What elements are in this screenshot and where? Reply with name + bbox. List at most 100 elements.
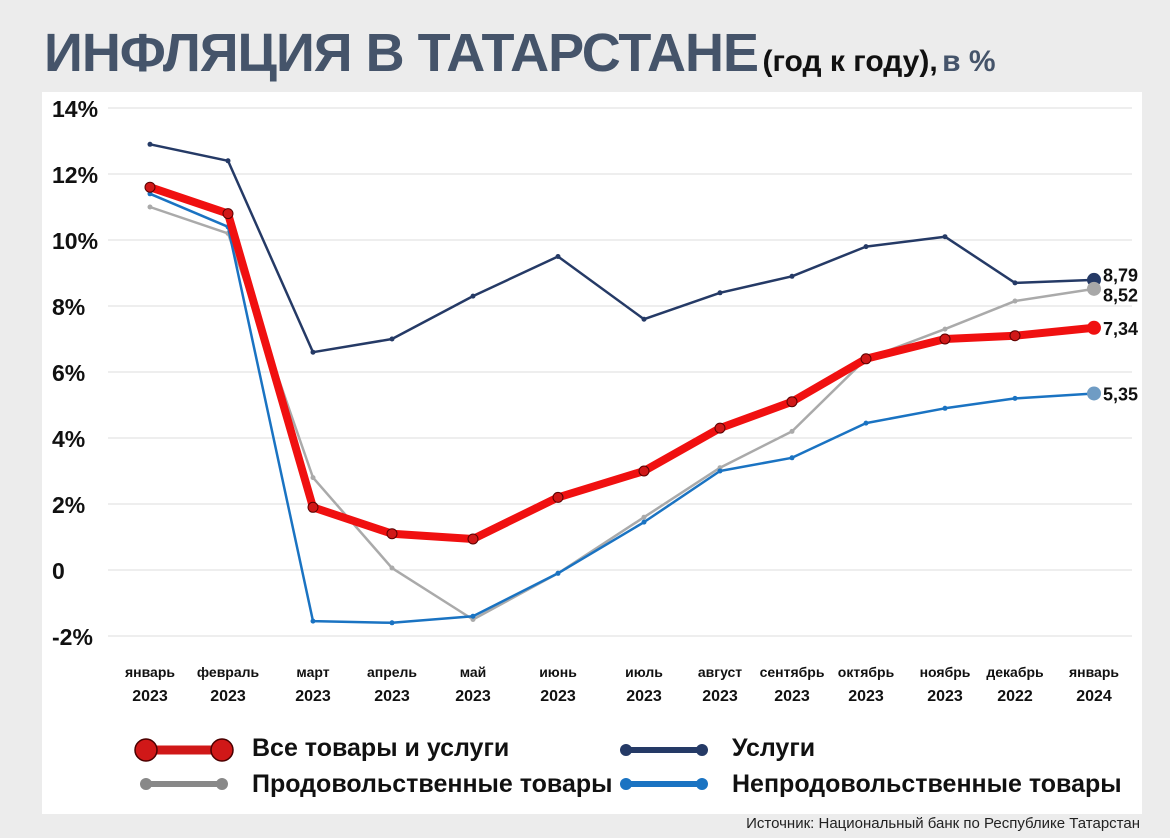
end-point-marker xyxy=(1087,386,1101,401)
x-tick-year: 2023 xyxy=(927,688,963,705)
data-point xyxy=(555,570,561,576)
data-point xyxy=(389,565,395,571)
series-line-0 xyxy=(149,143,1095,354)
data-point xyxy=(389,336,395,342)
y-tick-label: 12% xyxy=(52,162,98,188)
y-tick-label: -2% xyxy=(52,624,93,650)
x-tick-month: апрель xyxy=(367,664,417,680)
x-tick-year: 2023 xyxy=(210,688,246,705)
x-tick-month: декабрь xyxy=(986,664,1044,680)
legend-swatch-marker xyxy=(216,778,228,790)
end-point-marker xyxy=(1087,320,1101,335)
x-tick-month: сентябрь xyxy=(760,664,825,680)
data-point xyxy=(147,141,153,147)
x-tick-year: 2023 xyxy=(540,688,576,705)
y-tick-label: 0 xyxy=(52,558,65,584)
data-point xyxy=(863,244,869,250)
data-point xyxy=(789,428,795,434)
data-point xyxy=(714,422,726,434)
data-point xyxy=(1012,298,1018,304)
end-value-label: 5,35 xyxy=(1103,384,1138,404)
title-unit: в % xyxy=(942,45,996,78)
y-tick-label: 14% xyxy=(52,96,98,122)
x-tick-month: май xyxy=(460,664,487,680)
data-point xyxy=(863,420,869,426)
data-point xyxy=(144,181,156,193)
x-tick-month: март xyxy=(296,664,329,680)
legend-swatch-marker xyxy=(140,778,152,790)
data-point xyxy=(717,468,723,474)
data-point xyxy=(310,349,316,355)
legend-swatch-marker xyxy=(620,744,632,756)
end-value-label: 8,52 xyxy=(1103,285,1138,305)
data-point xyxy=(638,465,650,477)
data-point xyxy=(942,405,948,411)
y-tick-label: 10% xyxy=(52,228,98,254)
data-point xyxy=(147,204,153,210)
data-point xyxy=(939,333,951,345)
legend-label-nonfood: Непродовольственные товары xyxy=(732,770,1122,798)
data-point xyxy=(942,326,948,332)
data-point xyxy=(310,475,316,481)
legend-swatch-marker xyxy=(696,778,708,790)
data-point xyxy=(717,290,723,296)
data-point xyxy=(641,519,647,525)
x-tick-year: 2023 xyxy=(702,688,738,705)
title-sub: (год к году), xyxy=(762,45,938,78)
x-tick-year: 2023 xyxy=(374,688,410,705)
data-point xyxy=(470,613,476,619)
legend-label-services: Услуги xyxy=(732,734,816,762)
data-point xyxy=(467,533,479,545)
data-point xyxy=(307,501,319,513)
series-line-2 xyxy=(149,192,1095,625)
legend-swatch-marker xyxy=(620,778,632,790)
x-tick-month: июнь xyxy=(539,664,577,680)
data-point xyxy=(786,396,798,408)
legend-swatch-marker xyxy=(134,738,158,762)
data-point xyxy=(789,273,795,279)
series-line-1 xyxy=(149,205,1095,621)
x-tick-month: январь xyxy=(1069,664,1119,680)
y-tick-label: 2% xyxy=(52,492,85,518)
data-point xyxy=(641,514,647,520)
data-point xyxy=(555,254,561,259)
data-point xyxy=(310,618,316,624)
x-tick-year: 2023 xyxy=(848,688,884,705)
x-tick-year: 2023 xyxy=(295,688,331,705)
data-point xyxy=(789,455,795,461)
x-tick-month: февраль xyxy=(197,664,260,680)
data-point xyxy=(860,353,872,365)
data-point xyxy=(1012,280,1018,286)
y-tick-label: 4% xyxy=(52,426,85,452)
source-note: Источник: Национальный банк по Республик… xyxy=(746,815,1140,832)
legend-swatch-marker xyxy=(696,744,708,756)
legend-label-food: Продовольственные товары xyxy=(252,770,613,798)
x-tick-year: 2022 xyxy=(997,688,1033,705)
legend-label-all: Все товары и услуги xyxy=(252,734,510,762)
x-tick-year: 2023 xyxy=(132,688,168,705)
data-point xyxy=(222,208,234,220)
end-point-marker xyxy=(1087,281,1101,296)
data-point xyxy=(1012,395,1018,401)
legend-swatch-marker xyxy=(210,738,234,762)
y-tick-label: 6% xyxy=(52,360,85,386)
x-tick-year: 2023 xyxy=(626,688,662,705)
x-tick-month: октябрь xyxy=(838,664,895,680)
data-point xyxy=(225,158,231,164)
x-tick-year: 2023 xyxy=(774,688,810,705)
data-point xyxy=(386,528,398,540)
x-tick-year: 2023 xyxy=(455,688,491,705)
end-value-label: 8,79 xyxy=(1103,265,1138,285)
title-main: ИНФЛЯЦИЯ В ТАТАРСТАНЕ xyxy=(44,23,759,83)
data-point xyxy=(1009,330,1021,342)
x-tick-month: январь xyxy=(125,664,175,680)
data-point xyxy=(942,234,948,240)
x-tick-month: июль xyxy=(625,664,663,680)
x-tick-month: август xyxy=(698,664,742,680)
chart-title: ИНФЛЯЦИЯ В ТАТАРСТАНЕ (год к году), в % xyxy=(44,22,996,84)
x-tick-year: 2024 xyxy=(1076,688,1112,705)
x-tick-month: ноябрь xyxy=(920,664,971,680)
data-point xyxy=(389,620,395,626)
data-point xyxy=(470,293,476,299)
